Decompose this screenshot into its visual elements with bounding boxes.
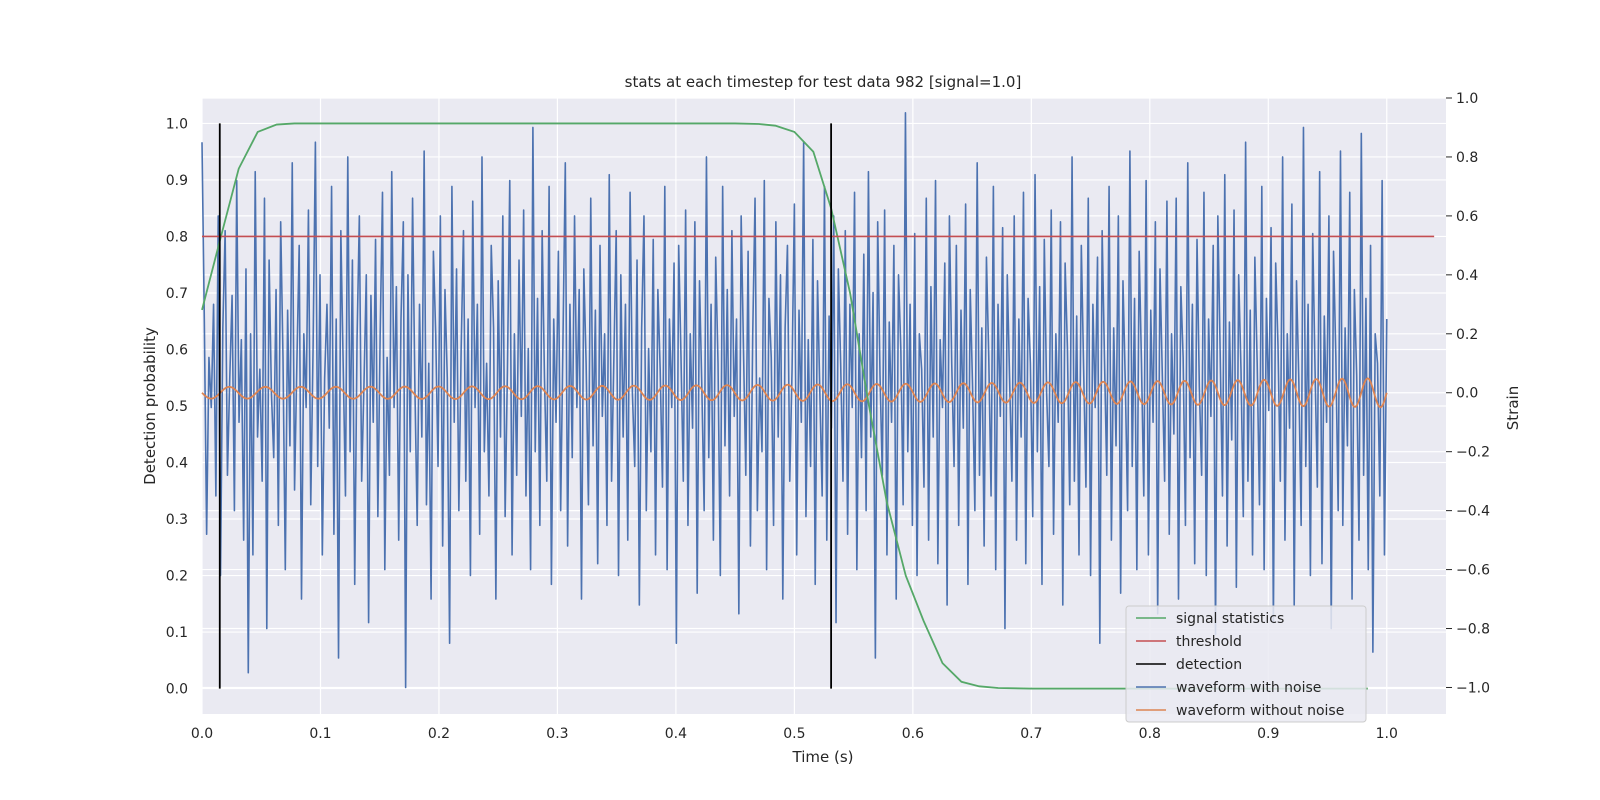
y-tick-label-right: −0.6 [1456,563,1490,579]
y-tick-label-left: 1.0 [166,116,188,132]
x-tick-label: 0.7 [1020,726,1042,742]
y-axis-label-right: Strain [1504,386,1522,430]
legend-box [1125,605,1367,723]
x-tick-label: 0.0 [191,726,213,742]
y-tick-label-right: −0.2 [1456,445,1490,461]
x-tick-label: 0.6 [902,726,924,742]
y-tick-label-right: −0.4 [1456,504,1490,520]
x-tick-label: 0.9 [1257,726,1279,742]
x-tick-label: 0.3 [546,726,568,742]
y-tick-label-right: −1.0 [1456,680,1490,696]
y-tick-label-right: 0.2 [1456,327,1478,343]
x-tick-label: 0.2 [428,726,450,742]
y-tick-label-right: 0.0 [1456,386,1478,402]
y-tick-label-right: 0.8 [1456,150,1478,166]
legend-label-noisy: waveform with noise [1176,680,1321,696]
series-waveform-with-noise [201,111,1388,689]
y-tick-label-left: 0.5 [166,399,188,415]
y-tick-label-right: −0.8 [1456,622,1490,638]
x-tick-label: 0.5 [783,726,805,742]
y-tick-label-left: 0.9 [166,173,188,189]
x-tick-label: 0.8 [1139,726,1161,742]
x-tick-label: 1.0 [1376,726,1398,742]
y-tick-label-left: 0.7 [166,286,188,302]
y-axis-label-left: Detection probability [141,327,159,485]
y-tick-label-right: 1.0 [1456,91,1478,107]
series-waveform-without-noise [201,377,1388,409]
legend-label-detection: detection [1176,657,1242,673]
series-layer [201,111,1435,690]
x-tick-label: 0.4 [665,726,687,742]
chart-title: stats at each timestep for test data 982… [625,73,1022,91]
y-tick-label-left: 0.1 [166,625,188,641]
y-tick-label-left: 0.0 [166,682,188,698]
legend-label-clean: waveform without noise [1176,703,1344,719]
x-axis-label: Time (s) [792,748,854,766]
legend-label-signal: signal statistics [1176,611,1284,627]
y-tick-label-right: 0.6 [1456,209,1478,225]
y-tick-label-right: 0.4 [1456,268,1478,284]
tick-labels: 0.0 0.1 0.2 0.3 0.4 0.5 0.6 0.7 0.8 0.9 1.0 0.0 0.1 0… [166,91,1490,742]
y-tick-label-left: 0.4 [166,456,188,472]
legend: signal statistics threshold detection wa… [1125,605,1367,723]
y-tick-label-left: 0.2 [166,569,188,585]
y-tick-label-left: 0.8 [166,229,188,245]
legend-label-threshold: threshold [1176,634,1242,650]
y-tick-label-left: 0.6 [166,342,188,358]
x-tick-label: 0.1 [309,726,331,742]
y-tick-label-left: 0.3 [166,512,188,528]
